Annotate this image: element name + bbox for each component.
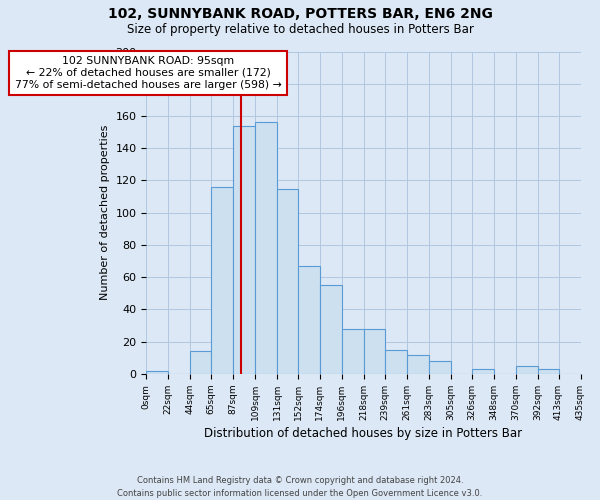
Bar (385, 350, 407, 374)
Text: Contains HM Land Registry data © Crown copyright and database right 2024.
Contai: Contains HM Land Registry data © Crown c… (118, 476, 482, 498)
Y-axis label: Number of detached properties: Number of detached properties (100, 125, 110, 300)
Bar (298, 266, 320, 374)
Bar (211, 187, 233, 374)
Bar (472, 369, 494, 374)
Bar (320, 286, 342, 374)
Bar (429, 361, 451, 374)
Bar (342, 329, 364, 374)
X-axis label: Distribution of detached houses by size in Potters Bar: Distribution of detached houses by size … (205, 427, 523, 440)
Bar (538, 369, 559, 374)
Bar (233, 126, 255, 374)
Text: 102, SUNNYBANK ROAD, POTTERS BAR, EN6 2NG: 102, SUNNYBANK ROAD, POTTERS BAR, EN6 2N… (107, 8, 493, 22)
Text: Size of property relative to detached houses in Potters Bar: Size of property relative to detached ho… (127, 22, 473, 36)
Bar (515, 366, 538, 374)
Bar (146, 370, 168, 374)
Bar (277, 188, 298, 374)
Bar (364, 329, 385, 374)
Bar (255, 122, 277, 374)
Text: 102 SUNNYBANK ROAD: 95sqm
← 22% of detached houses are smaller (172)
77% of semi: 102 SUNNYBANK ROAD: 95sqm ← 22% of detac… (15, 56, 281, 90)
Bar (407, 354, 429, 374)
Bar (190, 352, 211, 374)
